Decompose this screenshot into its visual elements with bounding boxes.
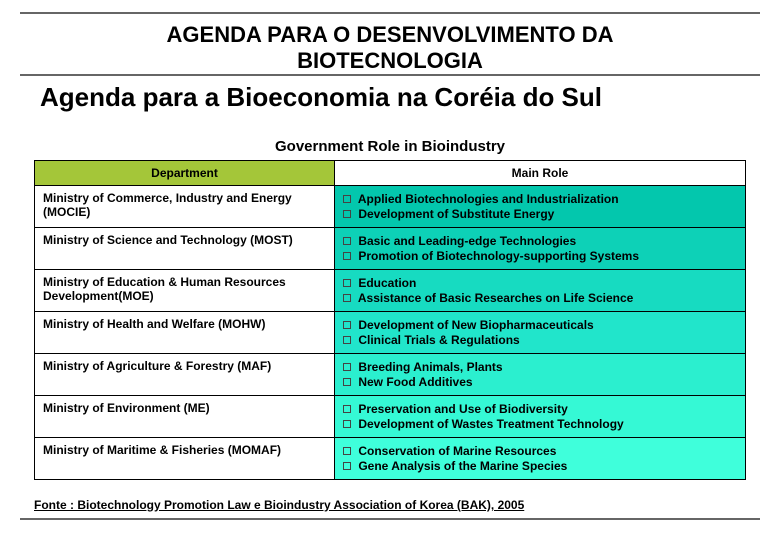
dept-cell: Ministry of Health and Welfare (MOHW) <box>35 312 335 354</box>
role-cell: Education Assistance of Basic Researches… <box>335 270 746 312</box>
table-row: Ministry of Science and Technology (MOST… <box>35 228 746 270</box>
role-bullet: Education <box>343 276 737 290</box>
dept-cell: Ministry of Commerce, Industry and Energ… <box>35 186 335 228</box>
table-header-row: Department Main Role <box>35 161 746 186</box>
title-line2: BIOTECNOLOGIA <box>297 48 483 73</box>
role-bullet: Preservation and Use of Biodiversity <box>343 402 737 416</box>
bullet-icon <box>343 420 351 428</box>
dept-cell: Ministry of Education & Human Resources … <box>35 270 335 312</box>
table-caption: Government Role in Bioindustry <box>20 138 760 155</box>
divider-top <box>20 12 760 14</box>
bullet-icon <box>343 195 351 203</box>
table-row: Ministry of Education & Human Resources … <box>35 270 746 312</box>
role-cell: Development of New Biopharmaceuticals Cl… <box>335 312 746 354</box>
role-bullet: Development of Substitute Energy <box>343 207 737 221</box>
role-cell: Applied Biotechnologies and Industrializ… <box>335 186 746 228</box>
dept-cell: Ministry of Agriculture & Forestry (MAF) <box>35 354 335 396</box>
role-cell: Breeding Animals, Plants New Food Additi… <box>335 354 746 396</box>
dept-cell: Ministry of Maritime & Fisheries (MOMAF) <box>35 438 335 480</box>
col-main-role: Main Role <box>335 161 746 186</box>
role-bullet: Conservation of Marine Resources <box>343 444 737 458</box>
table-row: Ministry of Agriculture & Forestry (MAF)… <box>35 354 746 396</box>
slide-title: AGENDA PARA O DESENVOLVIMENTO DA BIOTECN… <box>20 22 760 75</box>
table-row: Ministry of Environment (ME) Preservatio… <box>35 396 746 438</box>
bullet-icon <box>343 210 351 218</box>
government-role-table: Department Main Role Ministry of Commerc… <box>34 160 746 480</box>
bullet-icon <box>343 363 351 371</box>
role-bullet: Basic and Leading-edge Technologies <box>343 234 737 248</box>
bullet-icon <box>343 252 351 260</box>
role-cell: Basic and Leading-edge Technologies Prom… <box>335 228 746 270</box>
bullet-icon <box>343 447 351 455</box>
role-bullet: Development of New Biopharmaceuticals <box>343 318 737 332</box>
role-bullet: Gene Analysis of the Marine Species <box>343 459 737 473</box>
bullet-icon <box>343 237 351 245</box>
role-bullet: Breeding Animals, Plants <box>343 360 737 374</box>
role-bullet: Clinical Trials & Regulations <box>343 333 737 347</box>
role-cell: Conservation of Marine Resources Gene An… <box>335 438 746 480</box>
role-bullet: Applied Biotechnologies and Industrializ… <box>343 192 737 206</box>
divider-bottom <box>20 518 760 520</box>
bullet-icon <box>343 279 351 287</box>
role-cell: Preservation and Use of Biodiversity Dev… <box>335 396 746 438</box>
bullet-icon <box>343 378 351 386</box>
bullet-icon <box>343 405 351 413</box>
source-citation: Fonte : Biotechnology Promotion Law e Bi… <box>34 498 524 512</box>
dept-cell: Ministry of Environment (ME) <box>35 396 335 438</box>
table-row: Ministry of Commerce, Industry and Energ… <box>35 186 746 228</box>
bullet-icon <box>343 321 351 329</box>
bullet-icon <box>343 462 351 470</box>
role-bullet: Assistance of Basic Researches on Life S… <box>343 291 737 305</box>
role-bullet: Development of Wastes Treatment Technolo… <box>343 417 737 431</box>
table-row: Ministry of Maritime & Fisheries (MOMAF)… <box>35 438 746 480</box>
table-row: Ministry of Health and Welfare (MOHW) De… <box>35 312 746 354</box>
bullet-icon <box>343 336 351 344</box>
col-department: Department <box>35 161 335 186</box>
title-line1: AGENDA PARA O DESENVOLVIMENTO DA <box>167 22 614 47</box>
role-bullet: Promotion of Biotechnology-supporting Sy… <box>343 249 737 263</box>
bullet-icon <box>343 294 351 302</box>
dept-cell: Ministry of Science and Technology (MOST… <box>35 228 335 270</box>
divider-mid <box>20 74 760 76</box>
slide-subtitle: Agenda para a Bioeconomia na Coréia do S… <box>40 82 760 113</box>
role-bullet: New Food Additives <box>343 375 737 389</box>
